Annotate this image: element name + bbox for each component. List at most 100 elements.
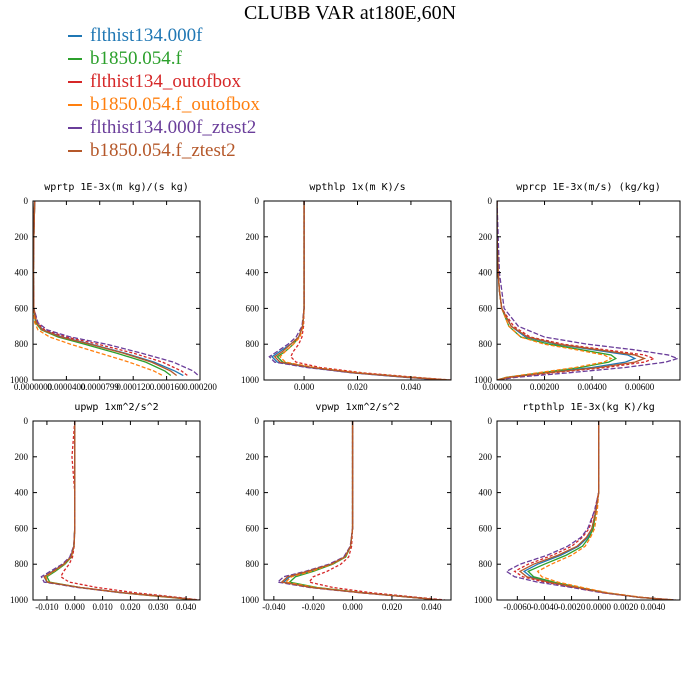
y-tick-label: 800 (479, 559, 493, 569)
y-tick-label: 1000 (10, 595, 29, 605)
y-tick-label: 600 (246, 523, 260, 533)
series-line (536, 421, 676, 600)
legend-label: flthist134.000f_ztest2 (90, 116, 257, 138)
y-tick-label: 400 (246, 268, 260, 278)
x-tick-label: 0.020 (347, 382, 368, 392)
y-tick-label: 400 (15, 488, 29, 498)
x-tick-label: -0.0060 (503, 602, 531, 612)
legend-label: b1850.054.f (90, 47, 182, 69)
legend-swatch (68, 34, 82, 37)
legend-item: b1850.054.f (68, 47, 260, 70)
x-tick-label: 0.0000000 (14, 382, 53, 392)
y-tick-label: 1000 (241, 595, 260, 605)
legend-swatch (68, 80, 82, 83)
x-tick-label: 0.040 (401, 382, 422, 392)
profile-panel: wprtp 1E-3x(m kg)/(s kg) 0 200 400 600 800 100… (10, 182, 217, 392)
series-line (497, 201, 647, 380)
x-tick-label: 0.0000400 (47, 382, 86, 392)
profile-panel: wprcp 1E-3x(m/s) (kg/kg) 0 200 400 600 800 100… (474, 182, 681, 392)
plot-frame (496, 200, 681, 381)
legend-item: b1850.054.f_outofbox (68, 93, 260, 116)
plot-frame (496, 420, 681, 601)
legend-item: flthist134.000f (68, 24, 260, 47)
y-tick-label: 600 (479, 303, 493, 313)
legend-label: b1850.054.f_ztest2 (90, 139, 236, 161)
panel-title: upwp 1xm^2/s^2 (74, 402, 158, 413)
legend-swatch (68, 57, 82, 60)
panel-title: rtpthlp 1E-3x(kg K)/kg (522, 402, 654, 413)
series-line (270, 201, 446, 380)
y-tick-label: 800 (15, 339, 29, 349)
series-line (44, 421, 198, 600)
y-tick-label: 400 (246, 488, 260, 498)
y-tick-label: 400 (479, 268, 493, 278)
y-tick-label: 400 (479, 488, 493, 498)
legend-swatch (68, 126, 82, 129)
x-tick-label: 0.030 (148, 602, 169, 612)
y-tick-label: 600 (15, 523, 29, 533)
series-line (46, 421, 198, 600)
profile-panel: rtpthlp 1E-3x(kg K)/kg02004006008001000-… (474, 402, 681, 612)
y-tick-label: 800 (246, 339, 260, 349)
y-tick-label: 200 (246, 452, 260, 462)
figure-title: CLUBB VAR at180E,60N (243, 2, 457, 24)
y-tick-label: 200 (479, 452, 493, 462)
y-tick-label: 200 (15, 232, 29, 242)
y-tick-label: 0 (255, 416, 260, 426)
series-line (279, 201, 449, 380)
legend-item: flthist134_outofbox (68, 70, 260, 93)
series-line (33, 201, 172, 377)
y-tick-label: 200 (15, 452, 29, 462)
legend-item: flthist134.000f_ztest2 (68, 116, 260, 139)
x-tick-label: 0.0020 (613, 602, 638, 612)
x-tick-label: 0.000120 (116, 382, 150, 392)
legend-label: flthist134_outofbox (90, 70, 241, 92)
x-tick-label: 0.000 (342, 602, 363, 612)
series-line (268, 201, 446, 380)
series-line (43, 421, 198, 600)
series-line (276, 201, 449, 380)
plot-frame (32, 200, 201, 381)
x-tick-label: 0.00400 (577, 382, 607, 392)
x-tick-label: 0.0000 (586, 602, 611, 612)
x-tick-label: 0.0040 (641, 602, 666, 612)
y-tick-label: 0 (488, 416, 493, 426)
profile-panel: wpthlp 1x(m K)/s 0 200 400 600 800 1000 0.000 0.… (241, 182, 452, 392)
profile-panel: vpwp 1xm^2/s^2 0 200 400 600 800 1000-0.040 -0.… (241, 402, 452, 612)
x-tick-label: 0.000 (65, 602, 86, 612)
panel-title: wprtp 1E-3x(m kg)/(s kg) (44, 182, 189, 193)
legend-swatch (68, 149, 82, 152)
x-tick-label: 0.00600 (625, 382, 655, 392)
y-tick-label: 600 (246, 303, 260, 313)
y-tick-label: 0 (488, 196, 493, 206)
series-line (289, 201, 451, 380)
y-tick-label: 0 (24, 196, 29, 206)
series-line (33, 201, 163, 377)
x-tick-label: 0.00200 (530, 382, 560, 392)
legend: flthist134.000f b1850.054.f flthist134_o… (68, 24, 260, 162)
x-tick-label: -0.0020 (558, 602, 586, 612)
panel-title: vpwp 1xm^2/s^2 (315, 402, 399, 413)
x-tick-label: -0.010 (35, 602, 59, 612)
y-tick-label: 200 (246, 232, 260, 242)
x-tick-label: 0.020 (120, 602, 141, 612)
x-tick-label: -0.0040 (531, 602, 559, 612)
y-tick-label: 400 (15, 268, 29, 278)
x-tick-label: 0.040 (176, 602, 197, 612)
legend-swatch (68, 103, 82, 106)
plot-frame (263, 420, 452, 601)
y-tick-label: 1000 (241, 375, 260, 385)
x-tick-label: 0.000160 (150, 382, 184, 392)
x-tick-label: 0.010 (92, 602, 113, 612)
series-line (518, 421, 674, 600)
y-tick-label: 800 (479, 339, 493, 349)
series-line (43, 421, 198, 600)
series-line (527, 421, 674, 600)
series-line (280, 421, 442, 600)
x-tick-label: 0.000 (294, 382, 315, 392)
legend-label: flthist134.000f (90, 24, 203, 46)
y-tick-label: 0 (24, 416, 29, 426)
y-tick-label: 200 (479, 232, 493, 242)
series-line (497, 201, 637, 380)
